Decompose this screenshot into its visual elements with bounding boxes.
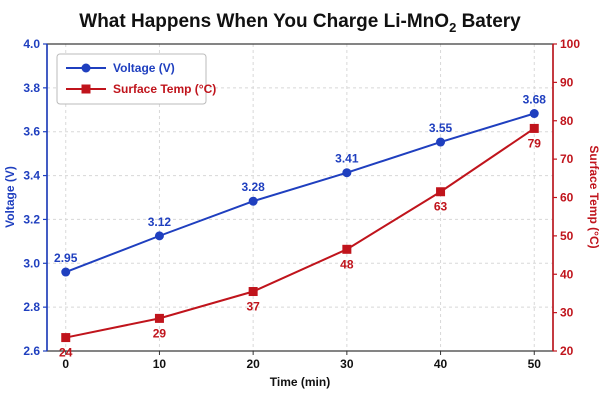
voltage-data-label: 3.12 xyxy=(148,215,172,229)
temp-point xyxy=(61,333,71,343)
voltage-series-line xyxy=(65,112,535,273)
x-axis-label: Time (min) xyxy=(270,375,330,389)
right-tick-label: 30 xyxy=(560,306,574,320)
temp-data-label: 63 xyxy=(434,200,448,214)
right-tick-label: 20 xyxy=(560,344,574,358)
voltage-data-label: 3.68 xyxy=(523,93,547,107)
legend-box xyxy=(56,53,207,105)
right-tick-label: 50 xyxy=(560,229,574,243)
temp-data-label: 37 xyxy=(246,300,260,314)
temp-point xyxy=(154,313,164,323)
legend-temp-label: Surface Temp (°C) xyxy=(113,82,216,96)
right-axis-ticks: 20 30 40 50 60 70 80 90 100 xyxy=(553,37,580,358)
right-tick-label: 90 xyxy=(560,75,574,89)
left-axis-ticks: 2.6 2.8 3.0 3.2 3.4 3.6 3.8 4.0 xyxy=(23,37,47,358)
legend: Voltage (V) Surface Temp (°C) xyxy=(56,53,216,105)
voltage-point xyxy=(248,196,258,206)
legend-temp-marker xyxy=(81,84,91,94)
chart-title-end: Batery xyxy=(456,11,521,32)
left-axis-label: Voltage (V) xyxy=(3,166,17,228)
left-tick-label: 3.4 xyxy=(23,169,40,183)
x-tick-label: 40 xyxy=(434,357,448,371)
right-tick-label: 40 xyxy=(560,267,574,281)
voltage-data-label: 3.28 xyxy=(241,180,265,194)
temp-point xyxy=(436,187,446,197)
left-tick-label: 3.6 xyxy=(23,125,40,139)
left-tick-label: 3.2 xyxy=(23,212,40,226)
right-tick-label: 100 xyxy=(560,37,580,51)
voltage-point xyxy=(529,109,539,119)
series-layer: 2.95 3.12 3.28 3.41 3.55 3.68 24 29 37 48 63 79 xyxy=(54,93,546,360)
voltage-data-label: 3.41 xyxy=(335,152,359,166)
left-tick-label: 3.8 xyxy=(23,81,40,95)
chart-title-main: What Happens When You Charge Li-MnO xyxy=(79,11,449,32)
left-tick-label: 2.8 xyxy=(23,300,40,314)
left-tick-label: 3.0 xyxy=(23,256,40,270)
temp-data-label: 29 xyxy=(153,326,167,340)
voltage-point xyxy=(154,231,164,241)
x-tick-label: 20 xyxy=(246,357,260,371)
right-axis-label: Surface Temp (°C) xyxy=(587,145,600,248)
voltage-data-label: 2.95 xyxy=(54,251,78,265)
x-tick-label: 10 xyxy=(153,357,167,371)
right-tick-label: 80 xyxy=(560,114,574,128)
right-tick-label: 70 xyxy=(560,152,574,166)
voltage-point xyxy=(342,168,352,178)
x-tick-label: 50 xyxy=(528,357,542,371)
chart-title: What Happens When You Charge Li-MnO2 Bat… xyxy=(79,11,521,35)
legend-voltage-marker xyxy=(81,63,91,73)
temp-series-line xyxy=(65,127,535,339)
x-axis-ticks: 0 10 20 30 40 50 xyxy=(62,351,541,371)
voltage-point xyxy=(436,137,446,147)
temp-point xyxy=(248,287,258,297)
temp-point xyxy=(342,244,352,254)
voltage-data-label: 3.55 xyxy=(429,121,453,135)
x-tick-label: 0 xyxy=(62,357,69,371)
temp-data-label: 48 xyxy=(340,257,354,271)
legend-voltage-label: Voltage (V) xyxy=(113,61,175,75)
left-tick-label: 4.0 xyxy=(23,37,40,51)
voltage-point xyxy=(61,267,71,277)
temp-data-label: 79 xyxy=(528,136,542,150)
chart-title-subscript: 2 xyxy=(449,20,456,35)
temp-data-label: 24 xyxy=(59,346,73,360)
left-tick-label: 2.6 xyxy=(23,344,40,358)
right-tick-label: 60 xyxy=(560,191,574,205)
x-tick-label: 30 xyxy=(340,357,354,371)
temp-point xyxy=(529,123,539,133)
